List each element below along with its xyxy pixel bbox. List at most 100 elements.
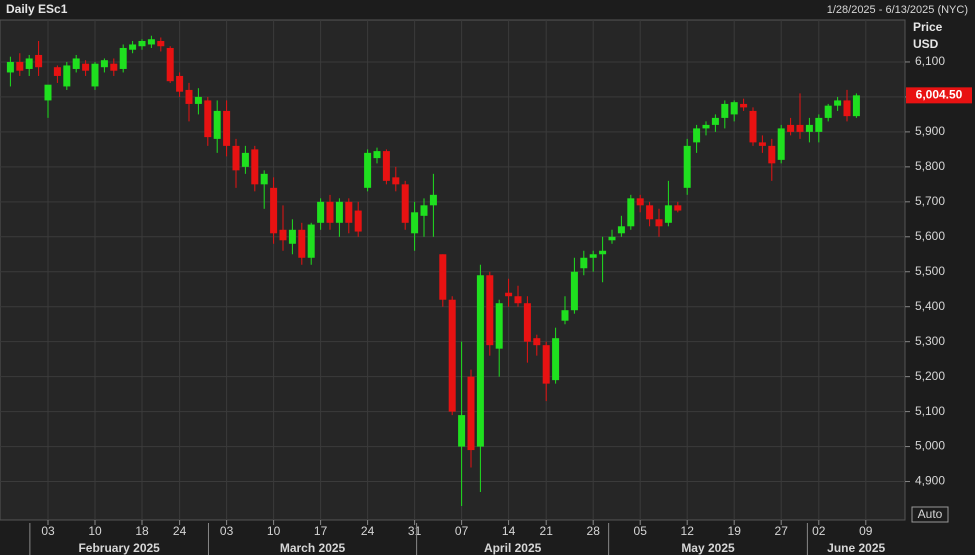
candle-body xyxy=(420,205,428,216)
x-tick-label: 10 xyxy=(88,524,102,538)
candle-body xyxy=(194,96,202,104)
candle-body xyxy=(514,296,522,304)
candle-body xyxy=(815,117,823,132)
candle-body xyxy=(599,250,607,255)
candle-body xyxy=(542,345,550,384)
candle-body xyxy=(824,105,832,118)
candle-body xyxy=(852,95,860,117)
candle-body xyxy=(683,145,691,188)
candle-body xyxy=(110,63,118,71)
y-tick-label: 5,500 xyxy=(915,264,945,278)
candle-body xyxy=(552,338,560,381)
date-range: 1/28/2025 - 6/13/2025 (NYC) xyxy=(827,4,968,16)
auto-button[interactable] xyxy=(911,506,949,523)
x-tick-label: 12 xyxy=(681,524,695,538)
candle-body xyxy=(777,128,785,160)
x-tick-label: 02 xyxy=(812,524,826,538)
candle-body xyxy=(176,75,184,92)
y-tick-label: 5,000 xyxy=(915,439,945,453)
x-tick-label: 14 xyxy=(502,524,516,538)
candle-body xyxy=(260,173,268,185)
x-tick-label: 31 xyxy=(408,524,422,538)
candle-body xyxy=(730,102,738,115)
candle-body xyxy=(119,47,127,69)
candle-body xyxy=(655,219,663,227)
x-tick-label: 03 xyxy=(41,524,55,538)
candle-body xyxy=(467,376,475,451)
candle-body xyxy=(129,44,137,50)
candle-body xyxy=(646,205,654,220)
candle-body xyxy=(533,338,541,346)
candle-body xyxy=(486,275,494,346)
candle-body xyxy=(505,292,513,297)
candle-body xyxy=(561,310,569,321)
candle-body xyxy=(16,61,24,71)
candle-body xyxy=(335,201,343,223)
candle-body xyxy=(279,229,287,241)
candle-body xyxy=(758,142,766,146)
candle-body xyxy=(636,198,644,206)
candle-body xyxy=(63,65,71,87)
x-tick-label: 27 xyxy=(775,524,789,538)
y-tick-label: 4,900 xyxy=(915,474,945,488)
candle-body xyxy=(589,254,597,258)
y-tick-label: 5,600 xyxy=(915,229,945,243)
candle-body xyxy=(740,103,748,108)
candle-body xyxy=(429,194,437,206)
candle-body xyxy=(476,275,484,447)
candle-body xyxy=(270,187,278,234)
month-label: March 2025 xyxy=(280,541,346,555)
candle-body xyxy=(44,84,52,101)
y-tick-label: 5,800 xyxy=(915,159,945,173)
y-unit: USD xyxy=(913,37,939,51)
candle-body xyxy=(91,63,99,87)
x-tick-label: 24 xyxy=(173,524,187,538)
candle-body xyxy=(721,103,729,118)
x-tick-label: 07 xyxy=(455,524,469,538)
y-tick-label: 5,700 xyxy=(915,194,945,208)
x-tick-label: 28 xyxy=(587,524,601,538)
candle-body xyxy=(495,303,503,349)
candle-body xyxy=(401,184,409,223)
candle-body xyxy=(439,254,447,300)
candle-body xyxy=(185,89,193,104)
last-price-tag xyxy=(906,87,972,104)
x-tick-label: 19 xyxy=(728,524,742,538)
candle-body xyxy=(364,152,372,188)
candle-body xyxy=(458,415,466,447)
candle-body xyxy=(223,110,231,146)
candle-body xyxy=(702,124,710,129)
x-tick-label: 24 xyxy=(361,524,375,538)
candle-body xyxy=(53,67,61,76)
x-tick-label: 18 xyxy=(135,524,149,538)
x-tick-label: 09 xyxy=(859,524,873,538)
candle-body xyxy=(147,39,155,45)
month-label: May 2025 xyxy=(681,541,735,555)
candle-body xyxy=(100,60,108,68)
candle-body xyxy=(157,40,165,47)
candle-body xyxy=(617,226,625,234)
y-tick-label: 5,300 xyxy=(915,334,945,348)
candle-body xyxy=(213,110,221,139)
candle-body xyxy=(251,149,259,185)
y-tick-label: 5,900 xyxy=(915,124,945,138)
candle-body xyxy=(82,63,90,71)
candle-body xyxy=(523,303,531,342)
x-tick-label: 03 xyxy=(220,524,234,538)
x-tick-label: 17 xyxy=(314,524,328,538)
candle-body xyxy=(138,40,146,47)
candle-body xyxy=(307,224,315,258)
candle-body xyxy=(411,212,419,234)
candle-body xyxy=(317,201,325,223)
candle-body xyxy=(326,201,334,223)
auto-button-label[interactable]: Auto xyxy=(918,507,943,521)
candle-body xyxy=(288,229,296,244)
candle-body xyxy=(796,124,804,132)
candle-body xyxy=(6,61,14,73)
y-label: Price xyxy=(913,20,943,34)
candle-body xyxy=(787,124,795,132)
month-label: February 2025 xyxy=(78,541,160,555)
candle-body xyxy=(166,47,174,82)
y-tick-label: 5,200 xyxy=(915,369,945,383)
